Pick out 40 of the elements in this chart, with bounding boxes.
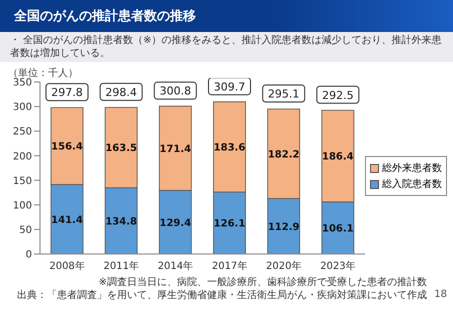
data-label: 129.4 [160,218,192,229]
data-label: 106.1 [322,223,354,234]
data-label: 183.6 [214,142,246,154]
legend-label: 総外来患者数 [382,162,442,175]
chart-subtitle: ・ 全国のがんの推計患者数（※）の推移をみると、推計入院患者数は減少しており、推計外来患者数は増加している。 [0,32,453,62]
data-label: 112.9 [268,222,300,233]
source-note: 出典：「患者調査」を用いて、厚生労働省健康・生活衛生局がん・疾病対策課において作成 [16,289,427,302]
chart-title: 全国のがんの推計患者数の推移 [0,0,453,32]
y-tick-label: 250 [12,126,32,138]
x-tick-label: 2017年 [212,260,248,272]
y-tick-label: 100 [12,200,32,212]
total-label: 298.4 [105,86,137,99]
data-label: 186.4 [322,152,354,163]
y-tick-label: 300 [12,102,32,114]
text: 18 [434,289,447,300]
total-label: 309.7 [214,80,246,94]
y-tick-label: 350 [12,78,32,89]
y-tick-label: 50 [19,224,32,236]
y-axis-title: （単位：千人） [8,66,78,79]
legend-label: 総入院患者数 [382,178,442,191]
x-tick-label: 2008年 [49,260,85,272]
data-label: 182.2 [268,149,300,160]
total-label: 297.8 [51,86,83,100]
x-tick-label: 2023年 [320,260,356,272]
data-label: 134.8 [105,216,138,228]
text: ※調査日当日に、病院、一般診療所、歯科診療所で受療した患者の推計数 [98,276,427,289]
data-label: 156.4 [51,142,83,153]
data-label: 126.1 [214,218,246,230]
x-tick-label: 2014年 [158,260,194,272]
data-label: 171.4 [160,144,192,155]
data-label: 141.4 [51,214,83,226]
data-label: 163.5 [105,143,138,154]
x-tick-label: 2011年 [104,260,139,272]
total-label: 292.5 [322,88,354,102]
total-label: 300.8 [160,84,192,98]
y-tick-label: 150 [12,176,32,187]
total-label: 295.1 [268,87,300,100]
y-tick-label: 200 [12,151,32,162]
x-tick-label: 2020年 [266,260,302,272]
y-tick-label: 0 [26,250,32,261]
